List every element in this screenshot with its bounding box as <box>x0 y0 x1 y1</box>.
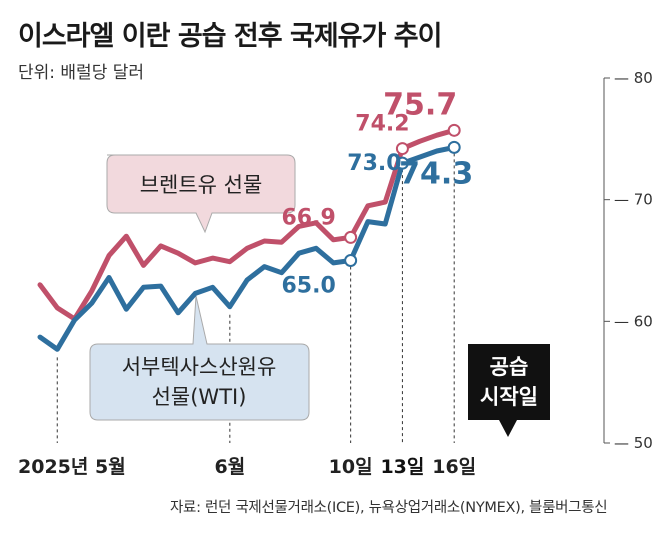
y-tick-label: — 60 <box>614 312 653 330</box>
point-label: 66.9 <box>282 205 336 230</box>
y-tick-label: — 80 <box>614 69 653 87</box>
point-marker <box>447 140 461 154</box>
x-axis-labels: 2025년 5월 6월 10일 13일 16일 <box>18 456 476 478</box>
point-label: 74.2 <box>355 112 409 137</box>
x-label: 10일 <box>329 456 373 478</box>
x-label: 16일 <box>432 456 476 478</box>
brent-callout-text: 브렌트유 선물 <box>140 173 263 197</box>
brent-callout-box <box>106 154 296 234</box>
strike-callout-line2: 시작일 <box>480 385 538 409</box>
point-label: 75.7 <box>383 87 457 122</box>
vertical-guides <box>56 147 455 443</box>
chart-title: 이스라엘 이란 공습 전후 국제유가 추이 <box>18 21 442 52</box>
strike-callout-line1: 공습 <box>490 355 529 379</box>
point-marker <box>447 123 461 137</box>
wti-callout-line2: 선물(WTI) <box>152 385 247 409</box>
x-label: 6월 <box>214 456 245 478</box>
point-marker <box>395 142 409 156</box>
wti-callout-box <box>89 295 310 421</box>
point-marker <box>344 230 358 244</box>
callouts: 브렌트유 선물 서부텍사스산원유 선물(WTI) 공습 시작일 <box>89 154 550 437</box>
point-label: 74.3 <box>399 156 473 191</box>
series-lines <box>37 127 457 352</box>
point-label: 73.0 <box>347 151 401 176</box>
y-tick-label: — 50 <box>614 434 653 452</box>
point-labels: 66.9 74.275.7 65.0 73.074.3 <box>282 87 474 298</box>
source-note: 자료: 런던 국제선물거래소(ICE), 뉴욕상업거래소(NYMEX), 블룸버… <box>170 500 608 516</box>
point-marker <box>344 254 358 267</box>
strike-callout-box <box>468 344 550 437</box>
x-label: 13일 <box>380 456 424 478</box>
y-tick-label: — 70 <box>614 191 653 209</box>
x-label: 2025년 5월 <box>18 456 126 478</box>
brent-line <box>37 127 457 322</box>
point-marker <box>395 156 409 170</box>
point-label: 65.0 <box>282 274 336 299</box>
y-axis: — 80 — 70 — 60 — 50 <box>603 69 653 452</box>
point-markers <box>344 123 461 267</box>
unit-label: 단위: 배럴당 달러 <box>18 63 145 83</box>
wti-line <box>37 144 457 352</box>
wti-callout-line1: 서부텍사스산원유 <box>122 355 277 379</box>
